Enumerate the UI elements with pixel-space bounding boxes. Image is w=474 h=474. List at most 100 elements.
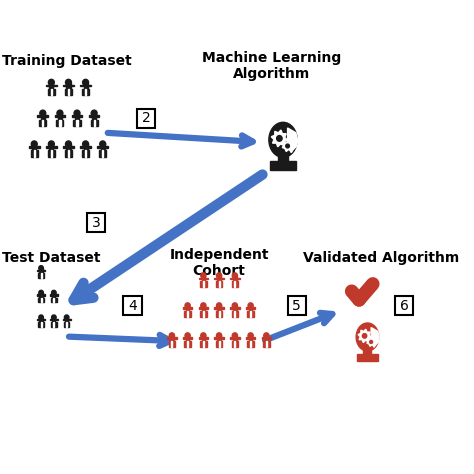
Bar [75, 114, 79, 119]
Circle shape [74, 110, 80, 116]
Polygon shape [200, 282, 203, 287]
Circle shape [65, 79, 72, 85]
Polygon shape [237, 277, 239, 279]
Polygon shape [41, 298, 42, 302]
Polygon shape [271, 130, 287, 147]
Polygon shape [88, 84, 91, 86]
Polygon shape [184, 341, 187, 347]
Polygon shape [54, 146, 57, 148]
Circle shape [39, 265, 43, 270]
Polygon shape [67, 322, 69, 327]
Polygon shape [253, 337, 255, 339]
Bar [186, 336, 190, 341]
Circle shape [232, 303, 237, 308]
Bar [49, 82, 54, 89]
Bar [264, 336, 268, 341]
Circle shape [248, 333, 253, 338]
Polygon shape [65, 89, 68, 95]
Polygon shape [171, 341, 173, 347]
Polygon shape [46, 84, 49, 86]
Polygon shape [85, 89, 86, 95]
Polygon shape [61, 119, 64, 126]
Polygon shape [36, 146, 39, 148]
Polygon shape [371, 328, 379, 347]
Polygon shape [63, 146, 66, 148]
Polygon shape [99, 150, 102, 156]
Polygon shape [358, 329, 371, 343]
Bar [58, 114, 62, 119]
Circle shape [65, 141, 72, 147]
Bar [270, 161, 296, 170]
Polygon shape [38, 298, 41, 302]
Text: Machine Learning
Algorithm: Machine Learning Algorithm [202, 51, 341, 82]
Polygon shape [200, 341, 203, 347]
Polygon shape [247, 341, 250, 347]
Polygon shape [288, 128, 298, 153]
Circle shape [40, 110, 46, 116]
Polygon shape [68, 150, 69, 156]
Bar [49, 144, 54, 150]
FancyBboxPatch shape [123, 296, 142, 315]
Bar [186, 306, 190, 311]
Polygon shape [188, 311, 191, 317]
Polygon shape [96, 115, 100, 117]
Circle shape [169, 333, 174, 338]
Circle shape [264, 333, 269, 338]
Polygon shape [37, 294, 39, 296]
Polygon shape [93, 119, 95, 126]
FancyBboxPatch shape [288, 296, 306, 315]
Polygon shape [183, 308, 186, 309]
Text: Training Dataset: Training Dataset [2, 54, 132, 68]
Polygon shape [184, 311, 187, 317]
Polygon shape [204, 282, 207, 287]
Polygon shape [183, 337, 186, 339]
Polygon shape [230, 277, 233, 279]
Polygon shape [85, 150, 86, 156]
Polygon shape [31, 150, 34, 156]
Polygon shape [37, 115, 41, 117]
Polygon shape [71, 146, 74, 148]
Polygon shape [267, 341, 270, 347]
Polygon shape [55, 319, 58, 320]
Polygon shape [204, 341, 207, 347]
Circle shape [52, 290, 56, 295]
Polygon shape [234, 282, 236, 287]
Polygon shape [48, 89, 51, 95]
Polygon shape [71, 84, 74, 86]
Polygon shape [169, 341, 171, 347]
Circle shape [64, 315, 69, 319]
Bar [201, 276, 205, 282]
Polygon shape [251, 341, 254, 347]
Polygon shape [69, 150, 72, 156]
Circle shape [100, 141, 106, 147]
Polygon shape [266, 341, 267, 347]
Polygon shape [52, 89, 55, 95]
Polygon shape [283, 140, 293, 152]
Circle shape [39, 315, 43, 319]
Polygon shape [43, 270, 45, 271]
Bar [66, 82, 71, 89]
Circle shape [39, 290, 43, 295]
Circle shape [232, 333, 237, 338]
Bar [66, 144, 71, 150]
Polygon shape [78, 119, 81, 126]
Polygon shape [237, 337, 239, 339]
Polygon shape [221, 308, 224, 309]
Polygon shape [367, 337, 375, 346]
Bar [170, 336, 173, 341]
Circle shape [31, 141, 37, 147]
Bar [201, 306, 205, 311]
Text: 4: 4 [128, 299, 137, 313]
Bar [233, 306, 237, 311]
Bar [52, 293, 55, 298]
Polygon shape [43, 294, 45, 296]
Polygon shape [55, 115, 58, 117]
Circle shape [286, 144, 290, 148]
Bar [52, 318, 55, 322]
Bar [39, 268, 43, 273]
Bar [41, 114, 45, 119]
Polygon shape [214, 337, 217, 339]
Polygon shape [55, 298, 56, 302]
Circle shape [48, 79, 55, 85]
Bar [39, 293, 43, 298]
